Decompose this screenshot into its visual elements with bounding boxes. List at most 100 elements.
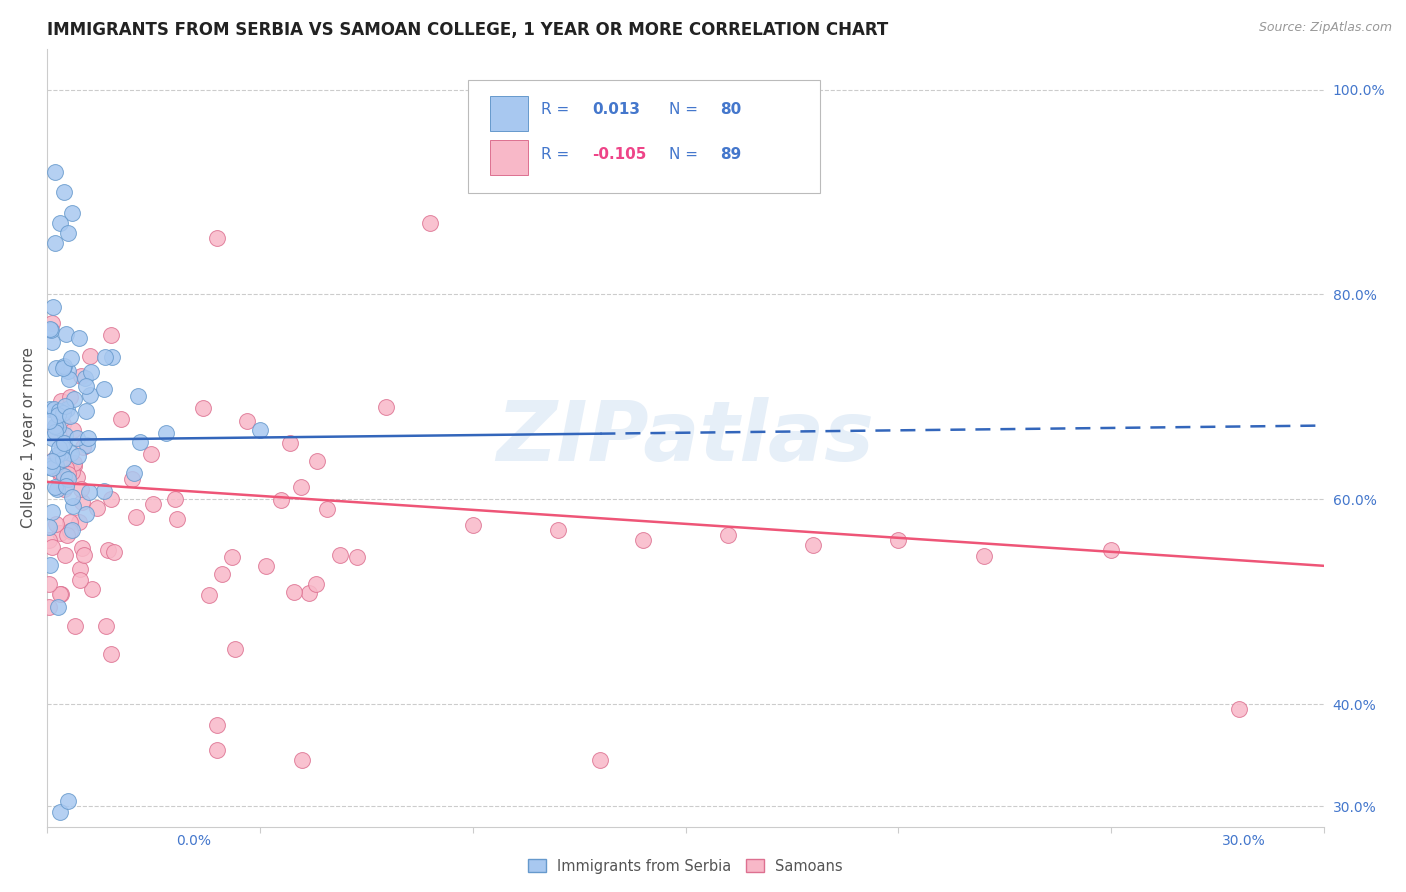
Point: [1227, 702, 1250, 716]
Point: [103, 544, 125, 558]
Point: [62, 500, 84, 514]
Point: [631, 533, 654, 548]
Point: [39, 558, 62, 572]
Point: [73, 549, 96, 563]
Text: N =: N =: [669, 146, 703, 161]
Point: [49, 526, 72, 541]
Point: [53, 185, 76, 199]
Point: [329, 548, 352, 562]
Point: [127, 389, 149, 403]
Point: [59, 390, 82, 404]
Point: [75, 403, 97, 417]
Point: [887, 533, 910, 548]
Point: [63, 456, 86, 470]
Text: N =: N =: [669, 103, 703, 118]
Point: [49, 467, 72, 481]
Text: 0.013: 0.013: [592, 103, 640, 118]
Point: [49, 587, 72, 601]
Point: [236, 414, 259, 428]
Point: [52, 361, 75, 376]
Point: [100, 647, 122, 661]
Point: [70, 369, 93, 384]
Point: [48, 442, 70, 456]
Point: [77, 485, 100, 500]
Point: [94, 618, 117, 632]
Bar: [491, 95, 529, 131]
Point: [717, 528, 740, 542]
Point: [55, 327, 77, 342]
Point: [41, 453, 63, 467]
Point: [73, 371, 96, 385]
Point: [93, 351, 115, 365]
Point: [82, 582, 104, 597]
Point: [48, 805, 70, 819]
Point: [59, 351, 82, 365]
Point: [66, 431, 89, 445]
Point: [55, 528, 77, 542]
Point: [221, 550, 243, 565]
Point: [270, 492, 292, 507]
Point: [69, 573, 91, 587]
Point: [52, 468, 75, 483]
Point: [419, 216, 441, 230]
Point: [38, 460, 60, 475]
Point: [48, 464, 70, 478]
Point: [224, 641, 246, 656]
Point: [155, 425, 177, 440]
Point: [58, 794, 80, 808]
Point: [41, 505, 63, 519]
Point: [59, 515, 82, 529]
Point: [38, 533, 60, 547]
Point: [973, 549, 995, 563]
Point: [100, 492, 122, 507]
Point: [38, 520, 60, 534]
Point: [49, 445, 72, 459]
Point: [100, 328, 122, 343]
Point: [41, 323, 63, 337]
Point: [39, 401, 62, 416]
Y-axis label: College, 1 year or more: College, 1 year or more: [21, 347, 35, 528]
Point: [45, 360, 67, 375]
Text: 80: 80: [720, 103, 741, 118]
Point: [198, 588, 221, 602]
Point: [75, 379, 97, 393]
Point: [375, 400, 398, 414]
Point: [128, 435, 150, 450]
Point: [121, 472, 143, 486]
Point: [65, 619, 87, 633]
Text: 30.0%: 30.0%: [1222, 834, 1265, 848]
Point: [44, 422, 66, 436]
Point: [163, 492, 186, 507]
Point: [75, 507, 97, 521]
Point: [60, 465, 83, 479]
Text: IMMIGRANTS FROM SERBIA VS SAMOAN COLLEGE, 1 YEAR OR MORE CORRELATION CHART: IMMIGRANTS FROM SERBIA VS SAMOAN COLLEGE…: [46, 21, 889, 39]
Point: [62, 392, 84, 406]
Point: [38, 576, 60, 591]
Text: 0.0%: 0.0%: [176, 834, 211, 848]
Point: [53, 548, 76, 562]
Text: R =: R =: [541, 146, 575, 161]
Point: [79, 349, 101, 363]
Point: [125, 510, 148, 524]
Point: [44, 479, 66, 493]
Point: [62, 205, 84, 219]
Point: [101, 350, 124, 364]
Text: Source: ZipAtlas.com: Source: ZipAtlas.com: [1258, 21, 1392, 34]
Point: [48, 404, 70, 418]
Point: [49, 587, 72, 601]
Point: [193, 401, 215, 416]
Point: [52, 406, 75, 420]
Point: [41, 335, 63, 350]
Point: [62, 458, 84, 473]
Point: [53, 436, 76, 450]
Point: [142, 497, 165, 511]
Point: [53, 399, 76, 413]
Point: [52, 451, 75, 466]
Point: [254, 559, 277, 574]
Point: [48, 216, 70, 230]
Point: [52, 417, 75, 431]
Point: [278, 436, 301, 450]
Point: [207, 231, 229, 245]
Point: [70, 541, 93, 555]
Point: [55, 401, 77, 416]
